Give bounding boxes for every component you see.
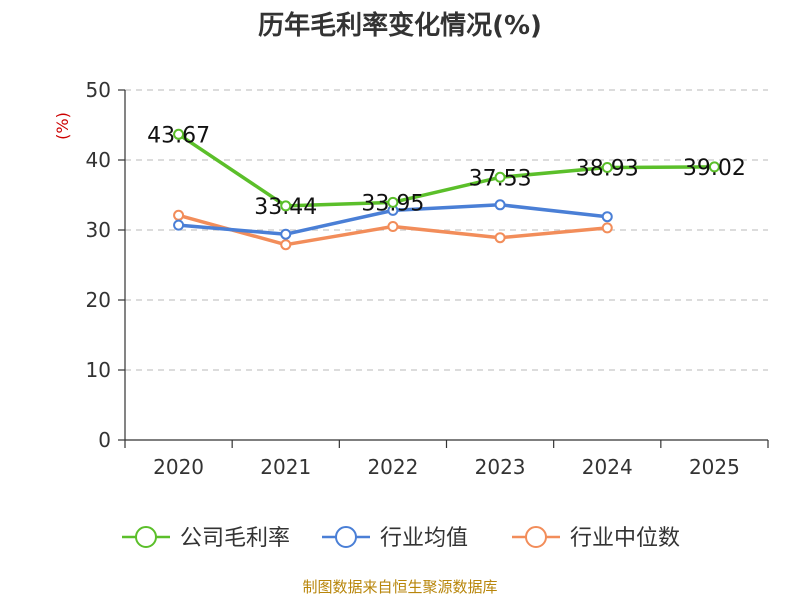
legend[interactable]: 公司毛利率 行业均值 行业中位数 — [122, 526, 680, 551]
legend-marker-1 — [335, 526, 357, 548]
y-tick-label: 20 — [86, 288, 111, 312]
y-tick-label: 0 — [98, 428, 111, 452]
x-tick-label: 2025 — [689, 455, 740, 479]
data-point — [280, 239, 292, 251]
legend-label-0: 公司毛利率 — [180, 526, 290, 551]
y-tick-label: 10 — [86, 358, 111, 382]
legend-label-1: 行业均值 — [380, 526, 468, 551]
x-tick-label: 2020 — [153, 455, 204, 479]
x-tick-label: 2022 — [367, 455, 418, 479]
data-label: 33.95 — [361, 191, 424, 216]
legend-item-2[interactable]: 行业中位数 — [512, 526, 680, 551]
legend-label-2: 行业中位数 — [570, 526, 680, 551]
legend-item-0[interactable]: 公司毛利率 — [122, 526, 290, 551]
data-point — [387, 221, 399, 232]
y-axis-unit-label: (%) — [53, 112, 72, 140]
x-tick-label: 2021 — [260, 455, 311, 479]
y-tick-label: 50 — [86, 78, 111, 102]
data-label: 39.02 — [683, 156, 746, 181]
chart-title: 历年毛利率变化情况(%) — [258, 10, 542, 41]
data-point — [601, 161, 613, 173]
data-label: 33.44 — [254, 195, 317, 220]
legend-item-1[interactable]: 行业均值 — [322, 526, 468, 551]
y-tick-label: 30 — [86, 218, 111, 242]
data-point — [173, 128, 185, 140]
data-point — [387, 196, 399, 208]
legend-marker-2 — [525, 526, 547, 548]
data-point — [708, 161, 720, 173]
plot-area: 0 10 20 30 40 50 2020 2021 2022 2023 2024 2025 43.67… — [86, 78, 769, 479]
data-point — [494, 232, 506, 244]
data-label: 38.93 — [576, 156, 639, 181]
x-tick-label: 2023 — [475, 455, 526, 479]
x-tick-label: 2024 — [582, 455, 633, 479]
data-label: 43.67 — [147, 123, 210, 148]
data-point — [494, 199, 506, 211]
data-source-note: 制图数据来自恒生聚源数据库 — [302, 578, 497, 596]
data-point — [280, 200, 292, 212]
data-point — [494, 171, 506, 183]
data-point — [173, 209, 185, 221]
series-line-0 — [177, 132, 715, 208]
y-tick-label: 40 — [86, 148, 111, 172]
data-point — [601, 211, 613, 223]
data-point — [601, 222, 613, 234]
data-label: 37.53 — [469, 166, 532, 191]
data-point — [280, 228, 292, 240]
legend-marker-0 — [135, 526, 157, 548]
data-point — [173, 219, 185, 231]
